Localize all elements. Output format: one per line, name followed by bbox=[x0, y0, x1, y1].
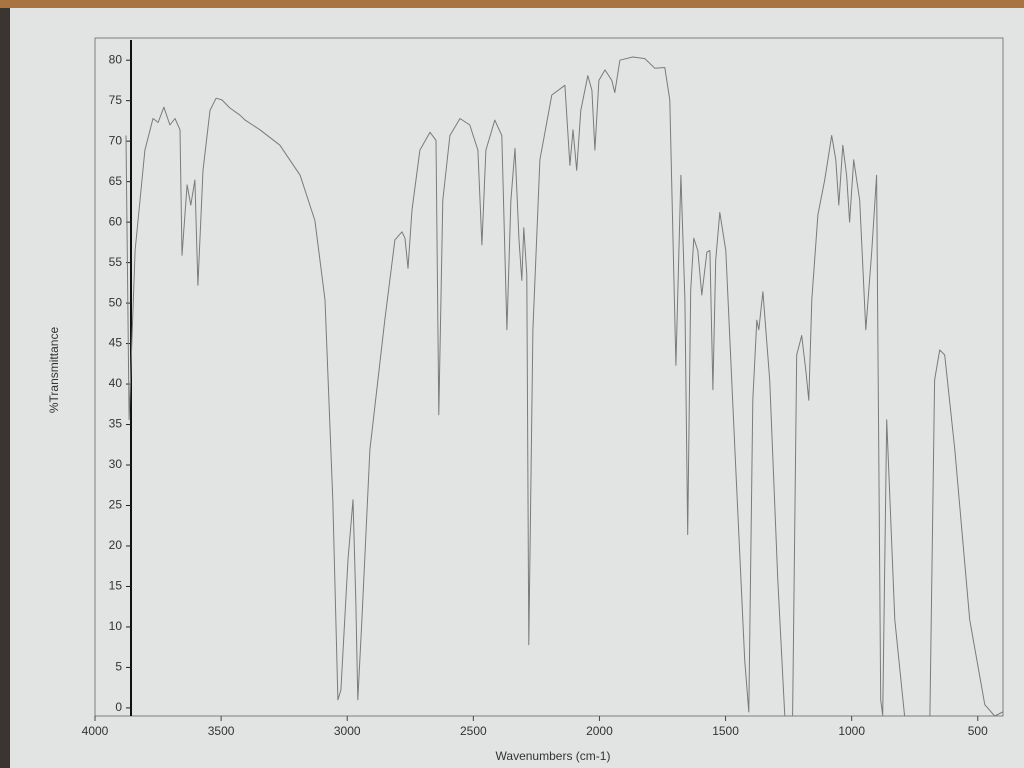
y-tick-label: 25 bbox=[109, 498, 123, 512]
x-tick-label: 500 bbox=[968, 724, 988, 738]
paper bbox=[0, 8, 1024, 768]
y-tick-label: 35 bbox=[109, 417, 123, 431]
y-tick-label: 60 bbox=[109, 214, 123, 228]
y-tick-label: 65 bbox=[109, 174, 123, 188]
x-tick-label: 2500 bbox=[460, 724, 487, 738]
x-tick-label: 1500 bbox=[712, 724, 739, 738]
x-tick-label: 3500 bbox=[208, 724, 235, 738]
y-tick-label: 50 bbox=[109, 295, 123, 309]
y-tick-label: 70 bbox=[109, 133, 123, 147]
paper-shadow bbox=[0, 8, 10, 768]
y-tick-label: 30 bbox=[109, 457, 123, 471]
y-tick-label: 5 bbox=[115, 660, 122, 674]
x-tick-label: 2000 bbox=[586, 724, 613, 738]
y-axis-label: %Transmittance bbox=[47, 327, 61, 414]
y-tick-label: 55 bbox=[109, 255, 123, 269]
y-tick-label: 75 bbox=[109, 93, 123, 107]
x-tick-label: 4000 bbox=[82, 724, 109, 738]
y-tick-label: 15 bbox=[109, 579, 123, 593]
y-tick-label: 45 bbox=[109, 336, 123, 350]
y-tick-label: 10 bbox=[109, 619, 123, 633]
y-tick-label: 0 bbox=[115, 700, 122, 714]
x-tick-label: 1000 bbox=[838, 724, 865, 738]
y-tick-label: 40 bbox=[109, 376, 123, 390]
spectrum-line bbox=[125, 56, 1003, 717]
y-tick-label: 20 bbox=[109, 538, 123, 552]
plot-frame bbox=[94, 37, 1004, 717]
x-tick-label: 3000 bbox=[334, 724, 361, 738]
x-axis-label: Wavenumbers (cm-1) bbox=[496, 749, 611, 763]
y-tick-label: 80 bbox=[109, 52, 123, 66]
